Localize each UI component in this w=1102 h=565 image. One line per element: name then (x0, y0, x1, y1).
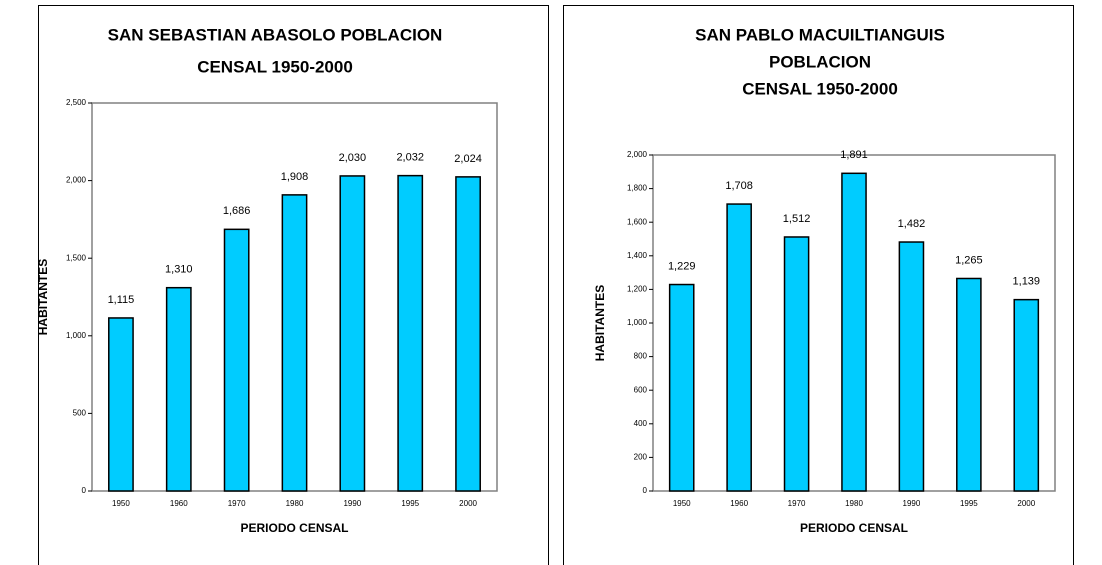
bar (339, 175, 366, 492)
x-tick-label: 1950 (673, 499, 691, 508)
bar (455, 176, 481, 492)
value-label: 1,229 (668, 260, 696, 272)
chart-title: CENSAL 1950-2000 (742, 79, 898, 98)
bar (783, 236, 810, 492)
y-tick-label: 2,000 (627, 150, 648, 159)
bar (223, 228, 250, 492)
y-tick-label: 1,000 (66, 331, 87, 340)
x-tick-label: 1980 (286, 499, 304, 508)
value-label: 1,265 (955, 254, 983, 266)
bar (898, 241, 925, 492)
y-tick-label: 200 (634, 453, 648, 462)
y-axis-label: HABITANTES (36, 259, 50, 335)
y-tick-label: 2,500 (66, 98, 87, 107)
y-tick-label: 1,400 (627, 251, 648, 260)
y-tick-label: 400 (634, 419, 648, 428)
y-tick-label: 2,000 (66, 176, 87, 185)
bar (1013, 298, 1040, 492)
bar (726, 203, 752, 492)
value-label: 1,686 (223, 205, 251, 217)
y-tick-label: 1,800 (627, 184, 648, 193)
x-tick-label: 1950 (112, 499, 130, 508)
y-axis-label: HABITANTES (593, 285, 607, 361)
x-tick-label: 1970 (228, 499, 246, 508)
x-tick-label: 1980 (845, 499, 863, 508)
value-label: 1,482 (898, 218, 926, 230)
y-tick-label: 0 (643, 486, 648, 495)
x-tick-label: 1970 (788, 499, 806, 508)
value-label: 1,708 (725, 180, 753, 192)
bar (956, 277, 982, 492)
x-tick-label: 1990 (343, 499, 361, 508)
bar (668, 283, 695, 492)
panel-frame (38, 5, 549, 565)
x-tick-label: 1995 (401, 499, 419, 508)
chart-title: POBLACION (769, 52, 871, 71)
y-tick-label: 0 (82, 486, 87, 495)
y-tick-label: 500 (73, 409, 87, 418)
value-label: 1,310 (165, 264, 193, 276)
bar (281, 194, 308, 492)
value-label: 1,908 (281, 171, 309, 183)
value-label: 2,030 (339, 152, 367, 164)
value-label: 1,139 (1013, 276, 1041, 288)
x-tick-label: 2000 (1017, 499, 1035, 508)
y-tick-label: 1,500 (66, 253, 87, 262)
y-tick-label: 1,000 (627, 318, 648, 327)
value-label: 1,891 (840, 149, 868, 161)
bar (841, 172, 867, 492)
y-tick-label: 800 (634, 352, 648, 361)
x-tick-label: 1960 (730, 499, 748, 508)
x-axis-label: PERIODO CENSAL (240, 521, 348, 535)
x-axis-label: PERIODO CENSAL (800, 521, 908, 535)
y-tick-label: 1,600 (627, 217, 648, 226)
bar (165, 286, 192, 492)
x-tick-label: 2000 (459, 499, 477, 508)
x-tick-label: 1995 (960, 499, 978, 508)
chart-title: SAN SEBASTIAN ABASOLO POBLACION (108, 25, 443, 44)
x-tick-label: 1960 (170, 499, 188, 508)
value-label: 2,024 (454, 153, 482, 165)
bar (397, 174, 424, 492)
x-tick-label: 1990 (903, 499, 921, 508)
value-label: 1,115 (108, 294, 135, 306)
chart-title: CENSAL 1950-2000 (197, 57, 353, 76)
y-tick-label: 600 (634, 385, 648, 394)
bar (108, 317, 134, 492)
value-label: 2,032 (396, 152, 424, 164)
chart-title: SAN PABLO MACUILTIANGUIS (695, 25, 945, 44)
y-tick-label: 1,200 (627, 285, 648, 294)
panel-frame (563, 5, 1074, 565)
value-label: 1,512 (783, 213, 811, 225)
